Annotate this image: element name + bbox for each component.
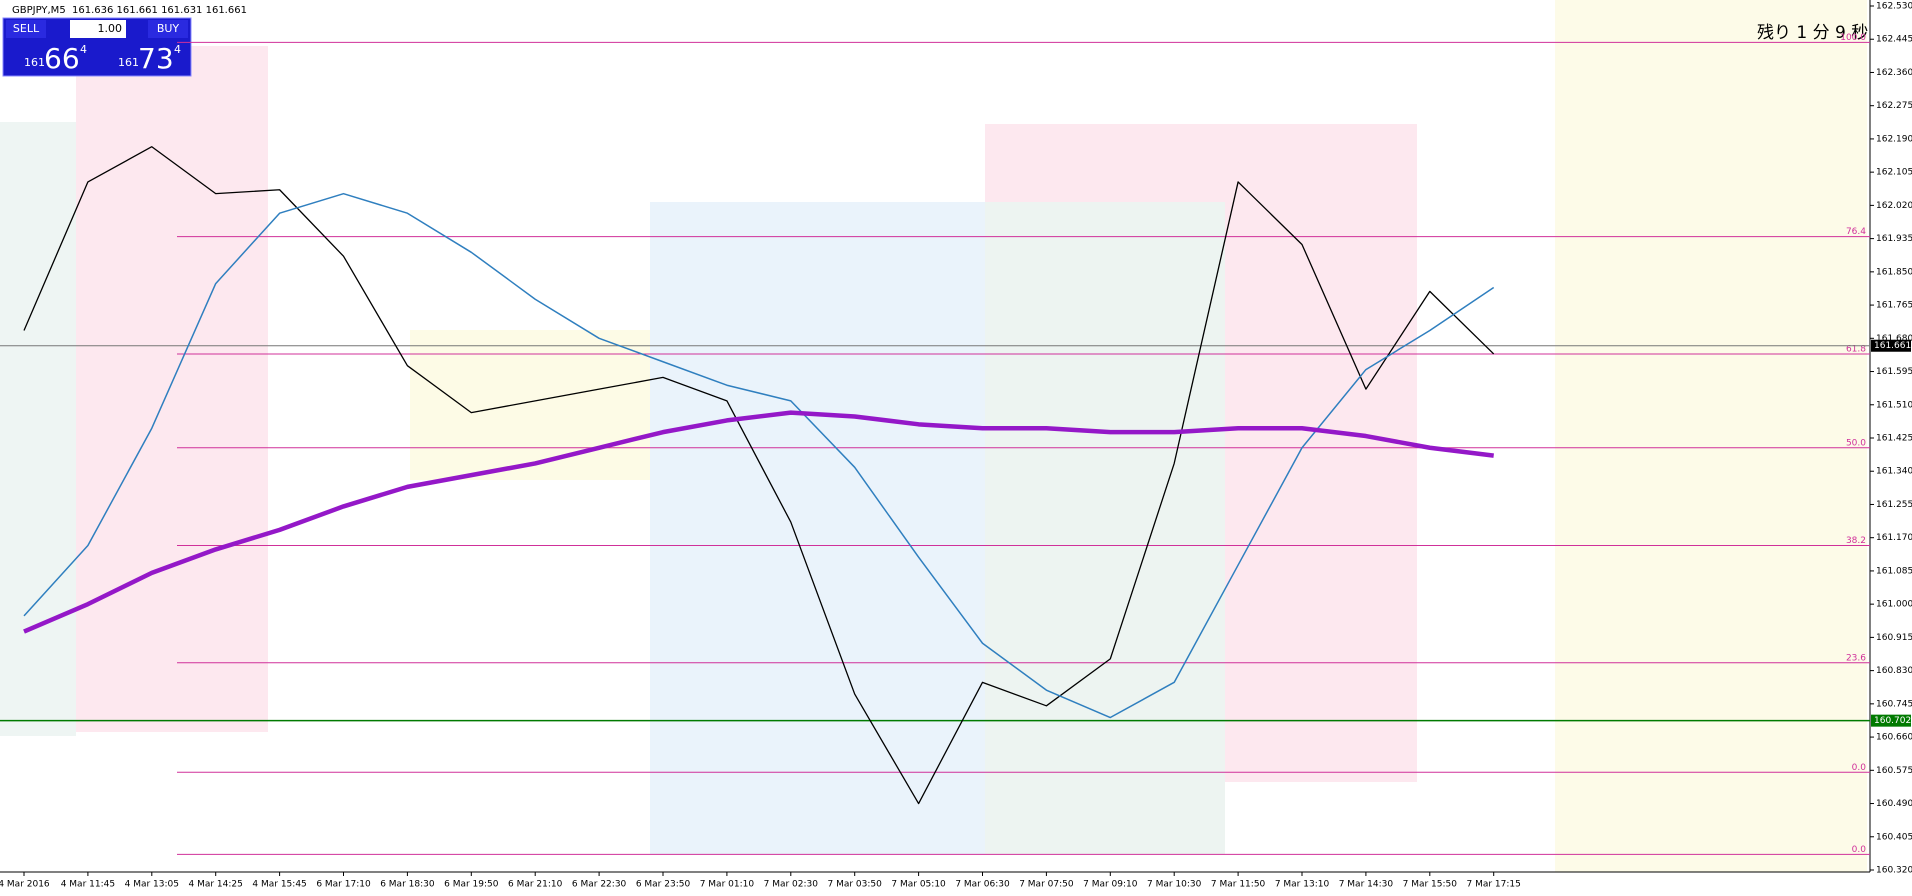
x-tick-label: 4 Mar 13:05 — [125, 880, 179, 890]
x-tick-label: 6 Mar 21:10 — [508, 880, 563, 890]
y-tick-label: 161.510 — [1876, 400, 1912, 410]
y-tick-label: 162.105 — [1876, 168, 1912, 178]
x-tick-label: 4 Mar 15:45 — [252, 880, 306, 890]
price-line — [23, 146, 1495, 805]
x-tick-label: 7 Mar 07:50 — [1019, 880, 1074, 890]
x-tick-label: 6 Mar 17:10 — [316, 880, 371, 890]
horizontal-line-label: 160.702 — [1874, 716, 1911, 726]
y-tick-label: 160.830 — [1876, 666, 1912, 676]
session-shade — [410, 330, 695, 480]
y-tick-label: 161.595 — [1876, 367, 1912, 377]
x-tick-label: 7 Mar 17:15 — [1467, 880, 1521, 890]
x-tick-label: 7 Mar 11:50 — [1211, 880, 1266, 890]
x-tick-label: 6 Mar 18:30 — [380, 880, 435, 890]
x-tick-label: 7 Mar 06:30 — [955, 880, 1010, 890]
y-tick-label: 160.745 — [1876, 699, 1912, 709]
horizontal-line-box — [1871, 714, 1911, 727]
fib-label: 50.0 — [1846, 438, 1866, 448]
session-shade — [985, 124, 1417, 202]
y-tick-label: 161.170 — [1876, 533, 1912, 543]
buy-label[interactable]: BUY — [157, 22, 180, 35]
x-tick-label: 7 Mar 05:10 — [891, 880, 946, 890]
fib-label: 76.4 — [1846, 227, 1866, 237]
fib-label: 100.0 — [1840, 33, 1866, 43]
y-tick-label: 161.425 — [1876, 434, 1912, 444]
y-tick-label: 162.530 — [1876, 2, 1912, 12]
fib-label: 0.0 — [1852, 763, 1867, 773]
x-tick-label: 4 Mar 14:25 — [189, 880, 243, 890]
session-shade — [1555, 0, 1867, 872]
moving-average-slow — [23, 410, 1494, 634]
countdown: 残り 1 分 9 秒 — [1757, 23, 1868, 43]
trade-panel: SELL BUY 1.00 161 66 4 161 73 4 — [2, 17, 192, 77]
y-tick-label: 160.405 — [1876, 832, 1912, 842]
y-tick-label: 161.935 — [1876, 234, 1912, 244]
buy-frac: 4 — [174, 43, 181, 56]
y-tick-label: 162.445 — [1876, 35, 1912, 45]
y-tick-label: 162.190 — [1876, 134, 1912, 144]
y-tick-label: 160.915 — [1876, 633, 1912, 643]
session-shade — [650, 202, 985, 854]
y-tick-label: 161.680 — [1876, 334, 1912, 344]
x-tick-label: 6 Mar 23:50 — [636, 880, 691, 890]
y-tick-label: 161.085 — [1876, 566, 1912, 576]
session-shade — [1225, 202, 1417, 782]
x-tick-label: 7 Mar 14:30 — [1339, 880, 1394, 890]
sell-label[interactable]: SELL — [13, 22, 40, 35]
x-tick-label: 6 Mar 22:30 — [572, 880, 627, 890]
fib-label: 38.2 — [1846, 536, 1866, 546]
y-tick-label: 161.340 — [1876, 467, 1912, 477]
current-price-label: 161.661 — [1874, 341, 1911, 351]
ohlc-text: 161.636 161.661 161.631 161.661 — [72, 5, 247, 16]
y-tick-label: 160.660 — [1876, 733, 1912, 743]
y-tick-label: 162.360 — [1876, 68, 1912, 78]
fib-label: 0.0 — [1852, 845, 1867, 855]
y-tick-label: 161.255 — [1876, 500, 1912, 510]
fib-label: 61.8 — [1846, 344, 1866, 354]
x-tick-label: 7 Mar 01:10 — [700, 880, 755, 890]
y-tick-label: 162.275 — [1876, 101, 1912, 111]
x-tick-label: 7 Mar 09:10 — [1083, 880, 1138, 890]
session-shade — [985, 202, 1225, 854]
x-tick-label: 7 Mar 03:50 — [828, 880, 883, 890]
x-tick-label: 6 Mar 19:50 — [444, 880, 499, 890]
lot-input[interactable] — [70, 20, 126, 38]
moving-average — [23, 192, 1495, 719]
session-shade — [0, 122, 76, 736]
session-shade — [76, 46, 268, 732]
y-tick-label: 160.575 — [1876, 766, 1912, 776]
sell-pips: 66 — [44, 42, 80, 75]
y-tick-label: 161.000 — [1876, 600, 1912, 610]
x-tick-label: 7 Mar 15:50 — [1403, 880, 1458, 890]
x-tick-label: 4 Mar 2016 — [0, 880, 50, 890]
x-tick-label: 4 Mar 11:45 — [61, 880, 115, 890]
y-tick-label: 162.020 — [1876, 201, 1912, 211]
y-tick-label: 160.490 — [1876, 799, 1912, 809]
fib-label: 23.6 — [1846, 653, 1866, 663]
y-tick-label: 161.850 — [1876, 267, 1912, 277]
y-tick-label: 160.320 — [1876, 866, 1912, 876]
x-tick-label: 7 Mar 13:10 — [1275, 880, 1330, 890]
x-tick-label: 7 Mar 02:30 — [764, 880, 819, 890]
current-price-box — [1871, 339, 1911, 352]
x-tick-label: 7 Mar 10:30 — [1147, 880, 1202, 890]
buy-button[interactable] — [148, 20, 188, 38]
y-tick-label: 161.765 — [1876, 301, 1912, 311]
sell-frac: 4 — [80, 43, 87, 56]
sell-big: 161 — [24, 56, 45, 69]
lot-value[interactable]: 1.00 — [98, 22, 123, 35]
symbol-title: GBPJPY,M5 — [12, 5, 66, 16]
sell-button[interactable] — [6, 20, 46, 38]
buy-big: 161 — [118, 56, 139, 69]
buy-pips: 73 — [138, 42, 174, 75]
